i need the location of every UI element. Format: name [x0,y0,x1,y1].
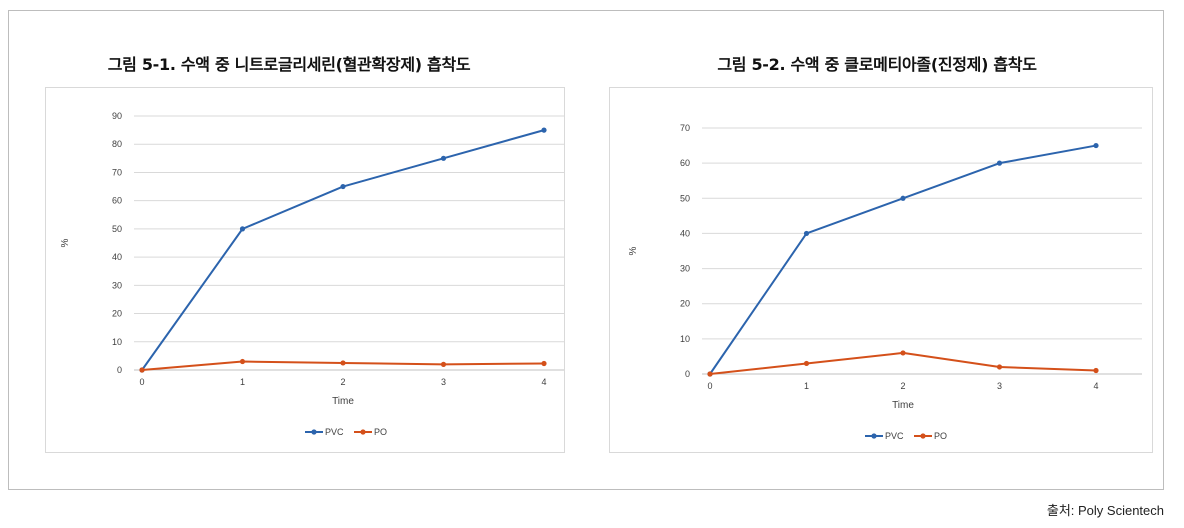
data-point-pvc [900,195,906,201]
y-axis-label: % [60,238,71,247]
chart-2-area: 0 10 20 30 40 50 60 70 0 1 2 3 4 Time% PVC PO [609,87,1153,453]
data-point-po [440,361,447,367]
chart-1-title: 그림 5-1. 수액 중 니트로글리세린(혈관확장제) 흡착도 [107,55,471,74]
x-tick-label: 1 [240,377,245,387]
series-line-pvc [709,144,1097,375]
data-point-pvc [803,230,810,237]
y-tick-label: 40 [680,228,690,238]
data-point-pvc [440,155,447,161]
y-tick-label: 40 [112,252,122,262]
data-point-po [541,360,547,367]
data-point-po [139,367,145,373]
data-point-pvc [239,226,246,232]
y-tick-label: 20 [680,299,690,309]
y-tick-label: 30 [680,264,690,274]
legend-marker-po [360,429,366,435]
x-tick-label: 4 [541,377,546,387]
data-point-pvc [996,160,1003,166]
x-tick-label: 3 [441,377,446,387]
data-point-po [803,360,810,367]
x-tick-label: 0 [139,377,144,387]
figure-frame: 그림 5-1. 수액 중 니트로글리세린(혈관확장제) 흡착도 0 10 20 30 4… [8,10,1164,490]
chart-1-svg: 0 10 20 30 40 50 60 70 80 90 0 1 2 3 4 Time% PVC PO [60,111,564,437]
y-axis-label: % [628,246,639,255]
x-axis-label: Time [892,400,914,411]
data-point-pvc [1093,142,1099,149]
source-caption: 출처: Poly Scientech [1046,503,1164,518]
data-point-po [996,364,1003,370]
data-point-po [707,371,713,377]
data-point-po [1093,367,1099,374]
y-tick-label: 80 [112,139,122,149]
data-point-po [239,358,246,365]
legend-marker-po [920,433,926,439]
y-tick-label: 10 [112,337,122,347]
data-point-pvc [340,183,346,190]
x-tick-label: 4 [1093,381,1098,391]
x-tick-label: 1 [804,381,809,391]
chart-2-svg: 0 10 20 30 40 50 60 70 0 1 2 3 4 Time% PVC PO [628,123,1142,441]
data-point-po [340,360,346,366]
y-tick-label: 50 [112,224,122,234]
chart-2-title: 그림 5-2. 수액 중 클로메티아졸(진정제) 흡착도 [717,55,1037,74]
legend-label-po: PO [934,431,947,441]
legend-label-po: PO [374,427,387,437]
y-tick-label: 20 [112,309,122,319]
legend-label-pvc: PVC [325,427,344,437]
y-tick-label: 50 [680,193,690,203]
x-axis-label: Time [332,396,354,407]
x-tick-label: 0 [707,381,712,391]
x-tick-label: 2 [900,381,905,391]
y-tick-label: 10 [680,334,690,344]
legend-label-pvc: PVC [885,431,904,441]
series-line-pvc [141,129,545,371]
y-tick-label: 90 [112,111,122,121]
y-tick-label: 70 [680,123,690,133]
data-point-po [900,350,906,356]
y-tick-label: 60 [680,158,690,168]
series-line-po [709,351,1097,375]
y-tick-label: 0 [685,369,690,379]
chart-1-area: 0 10 20 30 40 50 60 70 80 90 0 1 2 3 4 Time% PVC PO [45,87,565,453]
y-tick-label: 70 [112,167,122,177]
legend-marker-pvc [311,429,317,435]
x-tick-label: 3 [997,381,1002,391]
chart-panel-2: 그림 5-2. 수액 중 클로메티아졸(진정제) 흡착도 0 10 20 30 40 50… [589,11,1165,489]
y-tick-label: 60 [112,196,122,206]
chart-panel-1: 그림 5-1. 수액 중 니트로글리세린(혈관확장제) 흡착도 0 10 20 30 4… [9,11,569,489]
y-tick-label: 30 [112,280,122,290]
y-tick-label: 0 [117,365,122,375]
legend-marker-pvc [871,433,877,439]
x-tick-label: 2 [340,377,345,387]
data-point-pvc [541,127,547,133]
